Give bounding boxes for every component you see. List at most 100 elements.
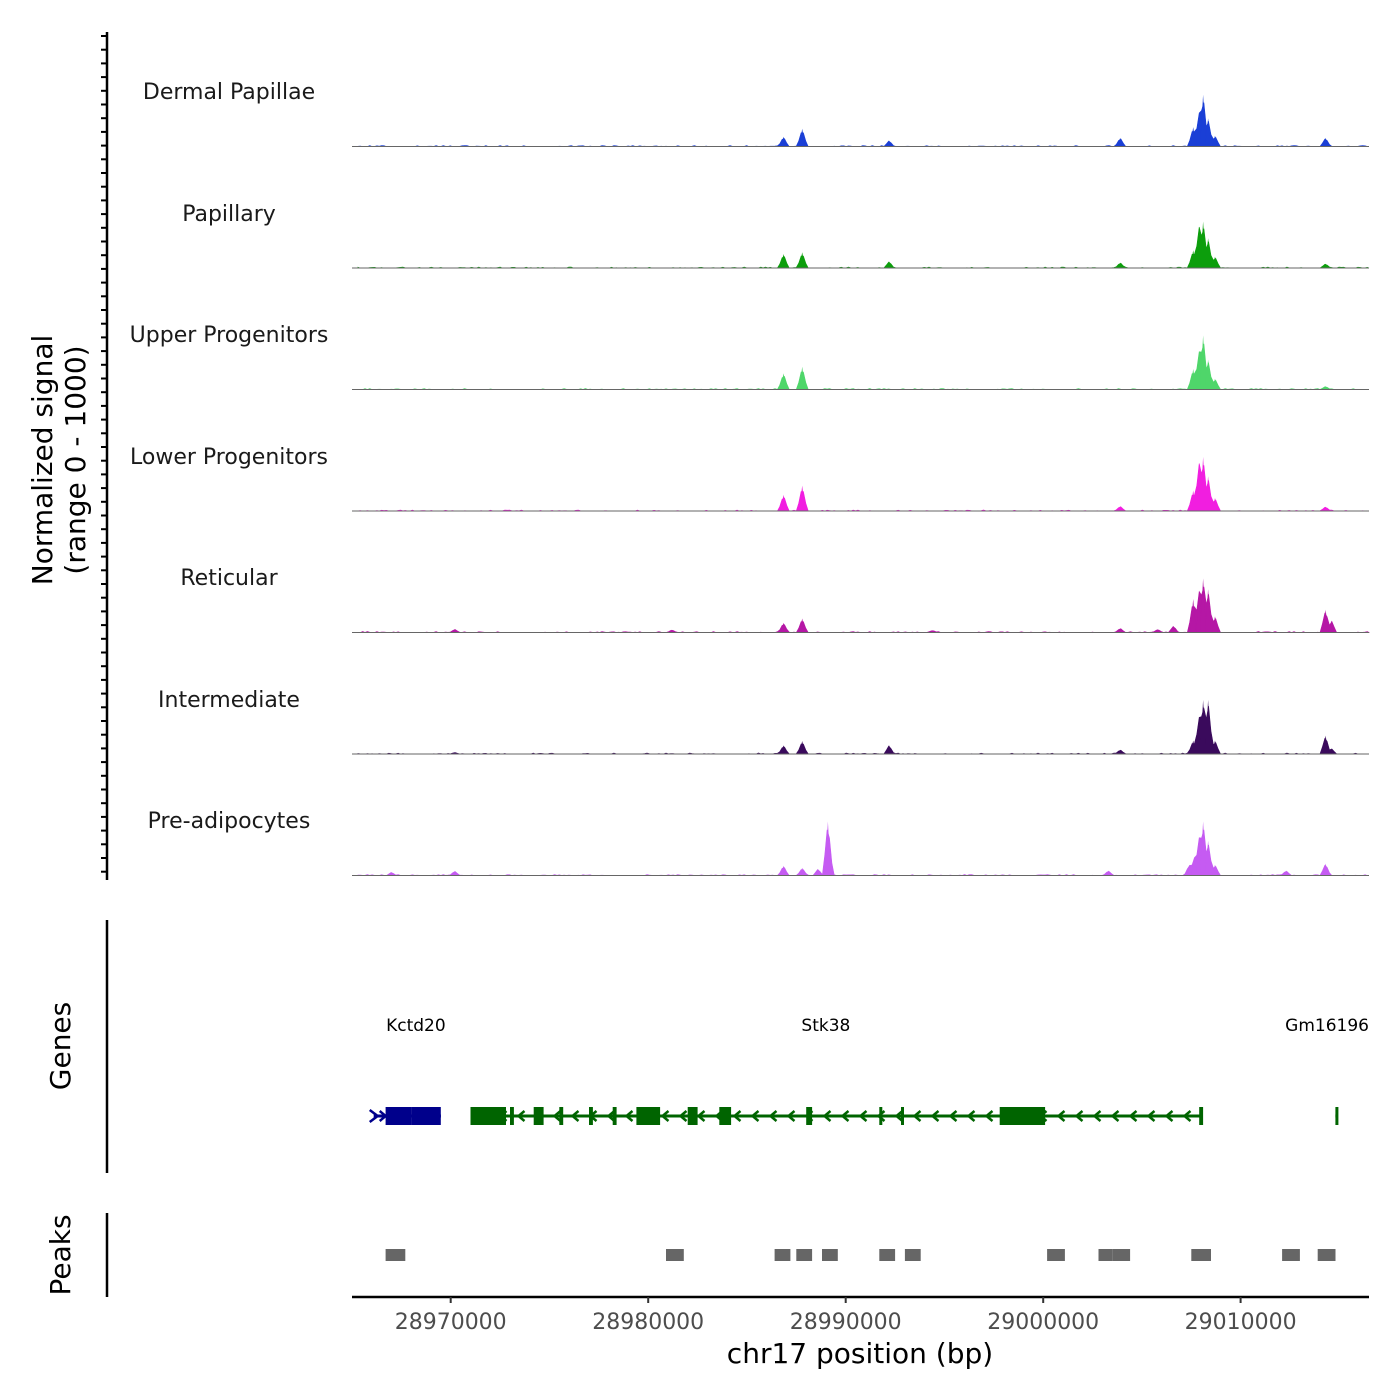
strand-arrow <box>786 1110 796 1122</box>
coverage-peak <box>668 629 675 633</box>
coverage-peak <box>1186 864 1193 876</box>
strand-arrow <box>750 1110 760 1122</box>
gene-model <box>368 1107 441 1125</box>
exon <box>687 1107 698 1125</box>
coverage-peak <box>799 252 806 268</box>
exon <box>559 1107 564 1125</box>
strand-arrow <box>930 1110 940 1122</box>
coverage-track <box>352 821 1369 876</box>
coverage-peak <box>1322 609 1329 633</box>
peak-region <box>385 1249 406 1261</box>
coverage-peak <box>799 485 806 511</box>
coverage-peak <box>1205 840 1212 876</box>
coverage-track <box>352 94 1370 147</box>
strand-arrow <box>840 1110 850 1122</box>
coverage-peak <box>451 871 458 876</box>
exon <box>901 1107 904 1125</box>
exon <box>879 1107 883 1125</box>
genes-axis-title: Genes <box>44 1002 77 1090</box>
strand-arrow <box>858 1110 868 1122</box>
coverage-area <box>357 102 1370 147</box>
coverage-peak <box>1328 748 1335 754</box>
coverage-peak <box>1200 335 1207 390</box>
peak-region <box>879 1249 896 1261</box>
coverage-peak <box>799 618 806 633</box>
coverage-peak <box>886 140 893 147</box>
peak-region <box>796 1249 813 1261</box>
coverage-track <box>352 221 1370 269</box>
gene-label-gm16196: Gm16196 <box>1285 1016 1369 1036</box>
gene-track: Kctd20 Stk38 Gm16196 <box>368 1016 1369 1125</box>
track-label-reticular: Reticular <box>180 566 278 591</box>
coverage-area <box>357 226 1370 269</box>
track-label-intermediate: Intermediate <box>158 688 300 713</box>
coverage-peak <box>1322 863 1329 876</box>
track-label-papillary: Papillary <box>182 202 276 227</box>
strand-arrow <box>1146 1110 1156 1122</box>
coverage-peak <box>1200 578 1207 633</box>
coverage-area <box>357 343 1370 390</box>
strand-arrow <box>552 1110 562 1122</box>
coverage-peak <box>1190 250 1197 268</box>
strand-arrow <box>984 1110 994 1122</box>
coverage-peak <box>780 745 787 754</box>
coverage-peak <box>1212 378 1218 390</box>
coverage-peak <box>1322 506 1329 511</box>
strand-arrow <box>1092 1110 1102 1122</box>
coverage-peak <box>1190 599 1197 633</box>
coverage-peak <box>1191 857 1198 876</box>
coverage-peak <box>1170 626 1177 633</box>
exon <box>612 1107 617 1125</box>
strand-arrow <box>912 1110 922 1122</box>
gene-model <box>470 1107 1204 1125</box>
coverage-peak <box>1200 457 1207 511</box>
coverage-peak <box>1105 870 1112 876</box>
exon <box>806 1107 813 1125</box>
exon <box>510 1107 514 1125</box>
x-tick-label: 28970000 <box>395 1310 507 1335</box>
coverage-track <box>352 700 1370 755</box>
coverage-peak <box>1212 864 1218 876</box>
peaks-track <box>385 1249 1336 1261</box>
strand-arrow <box>1074 1110 1084 1122</box>
coverage-peak <box>799 128 806 147</box>
exon <box>411 1107 441 1125</box>
gene-label-stk38: Stk38 <box>801 1016 850 1036</box>
track-label-pre-adipocytes: Pre-adipocytes <box>148 809 311 834</box>
track-label-upper-progenitors: Upper Progenitors <box>130 323 329 348</box>
strand-arrow <box>768 1110 778 1122</box>
coverage-peak <box>1205 589 1212 633</box>
coverage-peak <box>1283 870 1290 876</box>
coverage-peak <box>1322 386 1329 390</box>
strand-arrow <box>876 1110 886 1122</box>
coverage-track <box>352 457 1370 512</box>
coverage-peak <box>1322 137 1329 147</box>
strand-arrow <box>822 1110 832 1122</box>
x-tick-label: 28990000 <box>790 1310 902 1335</box>
coverage-peak <box>1190 740 1197 754</box>
coverage-track <box>352 335 1370 390</box>
coverage-peak <box>388 872 395 876</box>
coverage-peak <box>929 630 936 633</box>
exon <box>636 1107 661 1125</box>
coverage-peak <box>1117 628 1124 633</box>
coverage-peak <box>1212 498 1218 511</box>
strand-arrow <box>570 1110 580 1122</box>
y-axis-title-line2: (range 0 - 1000) <box>59 345 92 574</box>
strand-arrow <box>1128 1110 1138 1122</box>
coverage-peak <box>780 373 787 390</box>
coverage-peak <box>451 629 458 633</box>
strand-arrow <box>732 1110 742 1122</box>
exon <box>533 1107 544 1125</box>
y-axis-title-line1: Normalized signal <box>26 335 59 586</box>
strand-arrow <box>660 1110 670 1122</box>
strand-arrow <box>1164 1110 1174 1122</box>
gene-model <box>1335 1107 1339 1125</box>
coverage-peak <box>1200 221 1207 268</box>
gene-label-kctd20: Kctd20 <box>386 1016 446 1036</box>
coverage-peak <box>1117 137 1124 147</box>
x-tick-label: 29000000 <box>987 1310 1099 1335</box>
strand-arrow <box>368 1109 380 1123</box>
strand-arrow <box>678 1110 688 1122</box>
